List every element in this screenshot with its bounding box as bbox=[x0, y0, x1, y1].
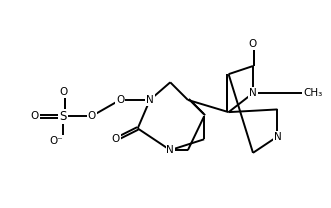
Text: CH₃: CH₃ bbox=[303, 88, 322, 98]
Text: O: O bbox=[87, 111, 96, 121]
Text: O: O bbox=[112, 134, 120, 144]
Text: N: N bbox=[146, 95, 154, 105]
Text: N: N bbox=[249, 88, 257, 98]
Text: O⁻: O⁻ bbox=[49, 136, 63, 146]
Text: O: O bbox=[249, 39, 257, 49]
Text: N: N bbox=[273, 131, 281, 142]
Text: N: N bbox=[166, 145, 174, 155]
Text: O: O bbox=[116, 95, 124, 105]
Text: O: O bbox=[30, 111, 39, 121]
Text: S: S bbox=[59, 110, 67, 123]
Text: O: O bbox=[59, 87, 67, 97]
